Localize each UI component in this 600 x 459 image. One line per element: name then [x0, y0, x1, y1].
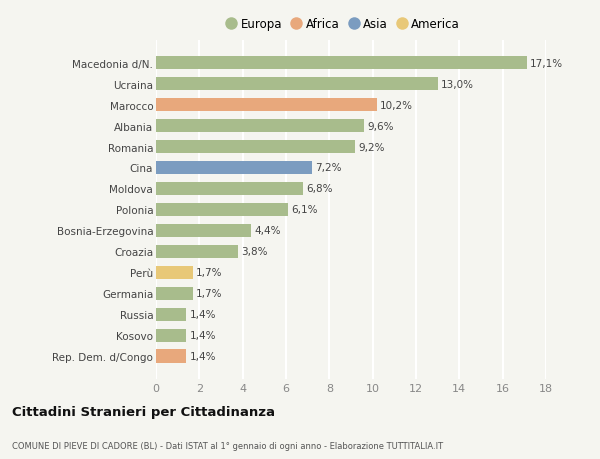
Text: Cittadini Stranieri per Cittadinanza: Cittadini Stranieri per Cittadinanza — [12, 405, 275, 418]
Text: 9,6%: 9,6% — [367, 121, 394, 131]
Bar — [156, 224, 251, 238]
Text: 1,7%: 1,7% — [196, 268, 223, 278]
Bar — [156, 287, 193, 301]
Text: 1,4%: 1,4% — [190, 352, 216, 362]
Text: 1,7%: 1,7% — [196, 289, 223, 299]
Bar — [156, 308, 187, 321]
Text: 10,2%: 10,2% — [380, 101, 413, 110]
Text: 1,4%: 1,4% — [190, 330, 216, 341]
Bar — [156, 245, 238, 259]
Legend: Europa, Africa, Asia, America: Europa, Africa, Asia, America — [221, 13, 465, 36]
Text: 17,1%: 17,1% — [530, 58, 563, 68]
Bar — [156, 161, 312, 175]
Text: 7,2%: 7,2% — [315, 163, 342, 173]
Text: 6,8%: 6,8% — [307, 184, 333, 194]
Text: 4,4%: 4,4% — [254, 226, 281, 236]
Text: COMUNE DI PIEVE DI CADORE (BL) - Dati ISTAT al 1° gennaio di ogni anno - Elabora: COMUNE DI PIEVE DI CADORE (BL) - Dati IS… — [12, 441, 443, 450]
Bar — [156, 140, 355, 154]
Bar — [156, 119, 364, 133]
Text: 3,8%: 3,8% — [242, 247, 268, 257]
Bar — [156, 266, 193, 280]
Text: 1,4%: 1,4% — [190, 310, 216, 319]
Bar — [156, 182, 304, 196]
Text: 9,2%: 9,2% — [359, 142, 385, 152]
Text: 6,1%: 6,1% — [292, 205, 318, 215]
Bar — [156, 203, 288, 217]
Text: 13,0%: 13,0% — [441, 79, 474, 90]
Bar — [156, 329, 187, 342]
Bar — [156, 56, 527, 70]
Bar — [156, 99, 377, 112]
Bar — [156, 78, 437, 91]
Bar — [156, 350, 187, 364]
